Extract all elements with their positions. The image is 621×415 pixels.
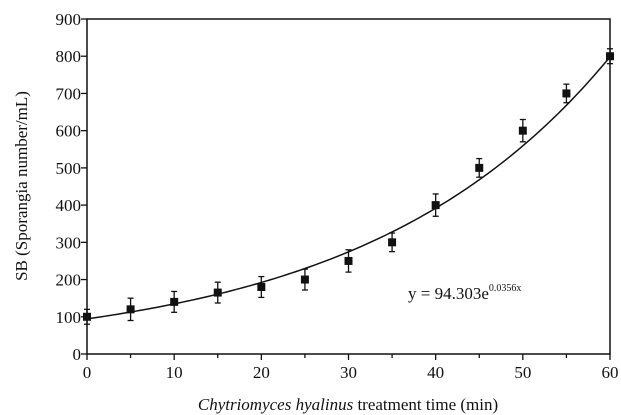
data-point [388, 238, 397, 247]
plot-frame [86, 18, 611, 355]
data-point [213, 288, 222, 297]
y-tick-label: 400 [56, 196, 82, 215]
data-point [83, 312, 91, 321]
data-point [126, 305, 135, 314]
data-point [257, 283, 266, 291]
data-points [83, 52, 614, 321]
x-axis-title: Chytriomyces hyalinus treatment time (mi… [198, 395, 498, 414]
data-point [300, 275, 309, 284]
y-tick-label: 800 [56, 47, 82, 66]
x-axis-ticks [86, 354, 611, 360]
fit-equation-exponent: 0.0356x [489, 283, 522, 294]
y-tick-label: 0 [73, 345, 82, 364]
y-tick-label: 500 [56, 159, 82, 178]
data-point [431, 201, 440, 210]
fit-equation-base: y = 94.303e [408, 284, 489, 303]
data-point [562, 89, 571, 98]
y-tick-label: 600 [56, 122, 82, 141]
y-tick-label: 100 [56, 308, 82, 327]
x-tick-label: 20 [253, 363, 270, 382]
x-tick-label: 0 [83, 363, 92, 382]
x-tick-label: 30 [340, 363, 357, 382]
exponential-fit-curve [86, 56, 611, 320]
data-point [170, 297, 179, 306]
plot-area-border [86, 18, 611, 355]
x-tick-label: 50 [514, 363, 531, 382]
x-axis-tick-labels: 0 10 20 30 40 50 60 [83, 363, 619, 382]
y-axis-tick-labels: 0 100 200 300 400 500 600 700 800 900 [56, 10, 82, 364]
y-tick-label: 700 [56, 84, 82, 103]
data-point [606, 52, 614, 61]
y-axis-ticks [81, 18, 87, 355]
data-point [344, 256, 353, 265]
y-tick-label: 200 [56, 271, 82, 290]
y-tick-label: 300 [56, 233, 82, 252]
fit-equation: y = 94.303e0.0356x [408, 283, 521, 303]
error-bars [84, 48, 613, 325]
data-point [475, 163, 484, 172]
x-axis-title-rest: treatment time (min) [353, 395, 498, 414]
x-tick-label: 40 [427, 363, 444, 382]
y-tick-label: 900 [56, 10, 82, 29]
y-axis-title: SB (Sporangia number/mL) [12, 91, 31, 281]
data-point [518, 126, 527, 135]
x-axis-title-italic: Chytriomyces hyalinus [198, 395, 354, 414]
x-tick-label: 10 [166, 363, 183, 382]
x-tick-label: 60 [602, 363, 619, 382]
